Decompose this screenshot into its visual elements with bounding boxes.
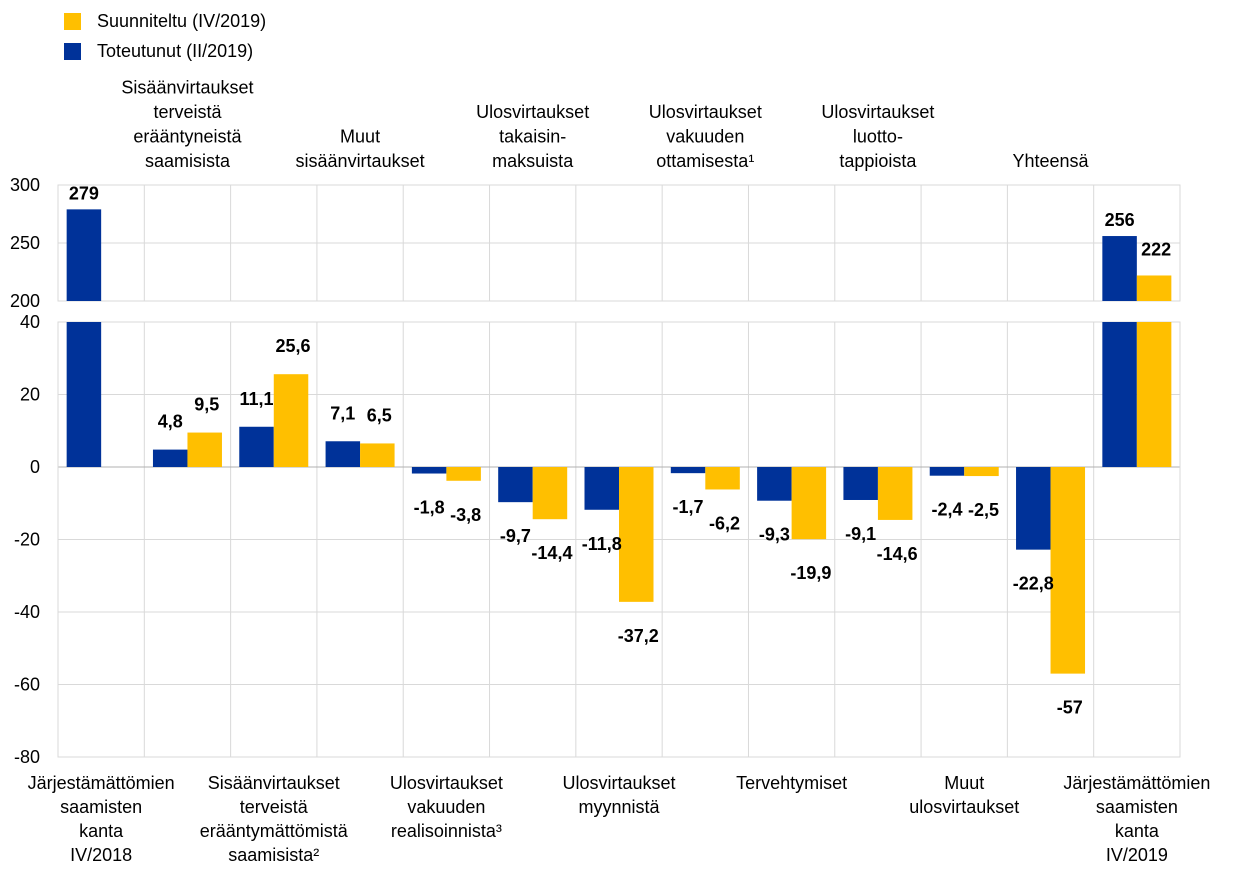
data-label-actual: -2,4 bbox=[931, 500, 962, 520]
legend-label-planned: Suunniteltu (IV/2019) bbox=[97, 10, 267, 31]
data-label-actual: -22,8 bbox=[1013, 574, 1054, 594]
data-label-actual: 256 bbox=[1105, 210, 1135, 230]
category-label-top: Ulosvirtaukset vakuuden ottamisesta¹ bbox=[649, 102, 762, 171]
category-label-bottom: Tervehtymiset bbox=[736, 773, 847, 793]
bar-actual bbox=[670, 467, 706, 474]
data-label-actual: 7,1 bbox=[330, 403, 355, 423]
category-label-bottom: Ulosvirtaukset myynnistä bbox=[562, 773, 675, 817]
y-tick-label-lower: -80 bbox=[14, 747, 40, 767]
data-label-actual: -9,7 bbox=[500, 526, 531, 546]
bar-planned bbox=[1136, 322, 1172, 467]
bar-actual bbox=[152, 449, 188, 467]
data-label-actual: 4,8 bbox=[158, 412, 183, 432]
data-label-planned: 9,5 bbox=[194, 395, 219, 415]
bar-planned bbox=[360, 443, 395, 467]
data-label-planned: -37,2 bbox=[618, 626, 659, 646]
data-label-actual: 11,1 bbox=[239, 389, 273, 409]
data-label-planned: -3,8 bbox=[450, 505, 481, 525]
bar-planned bbox=[964, 467, 999, 477]
bar-planned bbox=[705, 467, 740, 490]
bar-actual bbox=[66, 322, 102, 467]
bar-actual bbox=[757, 467, 792, 501]
y-tick-label-upper: 300 bbox=[10, 175, 40, 195]
data-label-actual: -1,8 bbox=[414, 498, 445, 518]
bar-actual bbox=[411, 467, 447, 474]
category-label-top: Yhteensä bbox=[1013, 151, 1090, 171]
bar-planned bbox=[619, 467, 654, 602]
data-label-actual: -9,1 bbox=[845, 524, 876, 544]
data-label-actual: 279 bbox=[69, 183, 99, 203]
data-label-planned: -2,5 bbox=[968, 500, 999, 520]
category-label-top: Ulosvirtaukset luotto-tappioista bbox=[821, 102, 934, 171]
data-label-planned: -57 bbox=[1057, 698, 1083, 718]
bar-actual bbox=[929, 467, 965, 476]
legend-label-actual: Toteutunut (II/2019) bbox=[97, 40, 254, 61]
bar-planned bbox=[273, 374, 309, 467]
data-label-planned: -14,4 bbox=[531, 543, 572, 563]
legend: Suunniteltu (IV/2019) Toteutunut (II/201… bbox=[64, 6, 266, 66]
bar-actual bbox=[239, 426, 274, 467]
y-tick-label-lower: 40 bbox=[20, 312, 40, 332]
category-label-top: Sisäänvirtaukset terveistä erääntyneistä sa… bbox=[121, 78, 253, 172]
bar-planned bbox=[1050, 467, 1086, 674]
category-label-top: Muut sisäänvirtaukset bbox=[296, 127, 425, 172]
bar-actual bbox=[1102, 322, 1137, 467]
y-tick-label-upper: 250 bbox=[10, 233, 40, 253]
y-tick-label-lower: 20 bbox=[20, 385, 40, 405]
data-label-planned: 6,5 bbox=[367, 405, 392, 425]
category-label-bottom: Muut ulosvirtaukset bbox=[909, 773, 1019, 817]
legend-swatch-planned bbox=[64, 12, 81, 30]
category-label-bottom: Järjestämättömien saamisten kanta IV/2018 bbox=[28, 773, 175, 865]
bar-actual bbox=[843, 467, 878, 500]
bar-actual bbox=[498, 467, 533, 503]
bar-actual-upper bbox=[66, 209, 102, 301]
category-label-top: Ulosvirtaukset takaisin-maksuista bbox=[476, 102, 589, 171]
data-label-actual: -11,8 bbox=[582, 534, 622, 554]
data-label-planned: 25,6 bbox=[275, 336, 310, 356]
y-tick-label-upper: 200 bbox=[10, 291, 40, 311]
category-label-bottom: Järjestämättömien saamisten kanta IV/2019 bbox=[1063, 773, 1210, 865]
bar-planned-upper bbox=[1136, 275, 1172, 301]
lower-panel-frame bbox=[57, 321, 1181, 758]
legend-swatch-actual bbox=[64, 42, 81, 60]
category-label-bottom: Ulosvirtaukset vakuuden realisoinnista³ bbox=[390, 773, 503, 841]
category-label-bottom: Sisäänvirtaukset terveistä erääntymättömis… bbox=[200, 773, 349, 865]
bar-planned bbox=[532, 467, 568, 520]
bar-actual-upper bbox=[1102, 236, 1137, 301]
bar-planned bbox=[877, 467, 913, 520]
data-label-planned: -19,9 bbox=[790, 563, 831, 583]
y-tick-label-lower: -20 bbox=[14, 530, 40, 550]
upper-panel-frame bbox=[57, 184, 1181, 302]
data-label-planned: -6,2 bbox=[709, 513, 740, 533]
y-tick-label-lower: -60 bbox=[14, 675, 40, 695]
data-label-planned: -14,6 bbox=[877, 544, 918, 564]
data-label-actual: -9,3 bbox=[759, 525, 790, 545]
bar-planned bbox=[791, 467, 827, 540]
y-tick-label-lower: 0 bbox=[30, 457, 40, 477]
data-label-actual: -1,7 bbox=[673, 497, 704, 517]
legend-item-actual: Toteutunut (II/2019) bbox=[64, 36, 266, 66]
bar-planned bbox=[446, 467, 481, 481]
legend-item-planned: Suunniteltu (IV/2019) bbox=[64, 6, 266, 36]
bar-planned bbox=[187, 432, 222, 467]
data-label-planned: 222 bbox=[1141, 239, 1171, 259]
bar-actual bbox=[1016, 467, 1051, 550]
bar-actual bbox=[584, 467, 619, 510]
bar-actual bbox=[325, 441, 361, 467]
y-tick-label-lower: -40 bbox=[14, 602, 40, 622]
